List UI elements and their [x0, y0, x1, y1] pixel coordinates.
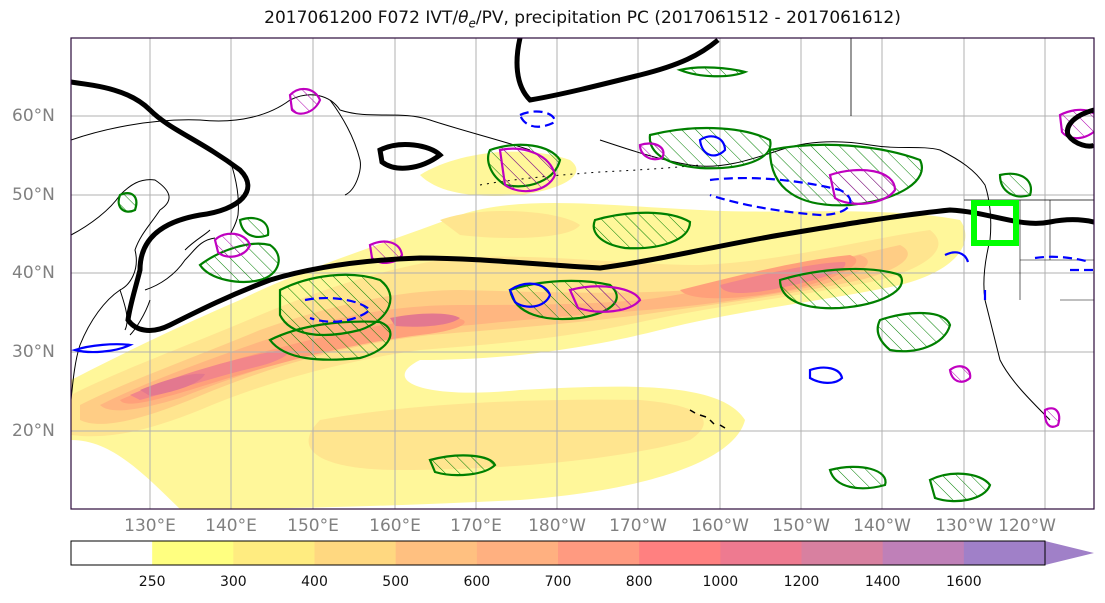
colorbar-bin-1: [152, 541, 234, 565]
lat-label-30: 30°N: [12, 342, 55, 362]
lon-label-170e: 170°E: [450, 516, 502, 536]
korea: [119, 289, 128, 331]
map-title: 2017061200 F072 IVT/θe/PV, precipitation…: [264, 8, 901, 31]
colorbar-bin-4: [395, 541, 478, 565]
colorbar-bin-9: [801, 541, 884, 565]
colorbar-bin-5: [476, 541, 559, 565]
lon-label-130w: 130°W: [935, 516, 993, 536]
lon-label-160w: 160°W: [691, 516, 749, 536]
colorbar-bin-0: [71, 541, 153, 565]
lon-label-150w: 150°W: [772, 516, 830, 536]
colorbar-tick-label: 300: [219, 574, 247, 590]
colorbar-bin-11: [963, 541, 1046, 565]
colorbar-tick-label: 700: [544, 574, 572, 590]
colorbar-extend-arrow: [1045, 541, 1094, 565]
theta-symbol: θ: [458, 8, 469, 28]
ivt-1000b: [390, 313, 460, 327]
hawaii: [689, 409, 726, 429]
kamchatka: [329, 99, 361, 196]
lon-label-150e: 150°E: [287, 516, 339, 536]
lat-label-50: 50°N: [12, 185, 55, 205]
lon-label-160e: 160°E: [369, 516, 421, 536]
ivt-300c: [308, 399, 704, 470]
pv-negative-contours: [71, 110, 1094, 384]
ivt-300b: [440, 210, 580, 238]
border-west: [1019, 200, 1094, 301]
colorbar-bin-3: [314, 541, 397, 565]
lon-label-140w: 140°W: [853, 516, 911, 536]
colorbar-bin-7: [639, 541, 721, 565]
colorbar: [70, 540, 1094, 566]
lon-label-140e: 140°E: [205, 516, 257, 536]
sakhalin: [229, 159, 239, 236]
map-frame: [70, 37, 1095, 510]
ivt-1000: [140, 373, 205, 396]
target-region-box: [971, 200, 1019, 246]
lat-label-20: 20°N: [12, 421, 55, 441]
japan: [129, 229, 216, 336]
colorbar-tick-label: 1000: [702, 574, 739, 590]
colorbar-bin-6: [558, 541, 640, 565]
colorbar-tick-label: 500: [382, 574, 410, 590]
lat-label-60: 60°N: [12, 106, 55, 126]
colorbar-tick-label: 400: [301, 574, 328, 590]
colorbar-bin-2: [233, 541, 315, 565]
lon-label-180w: 180°W: [528, 516, 586, 536]
ivt-shading: [71, 151, 966, 509]
colorbar-tick-label: 1600: [946, 574, 982, 590]
lon-label-170w: 170°W: [609, 516, 667, 536]
colorbar-tick-label: 1400: [864, 574, 901, 590]
colorbar-frame: [70, 540, 1046, 566]
lon-label-120w: 120°W: [998, 516, 1056, 536]
ivt-800b: [720, 262, 846, 293]
colorbar-bin-10: [882, 541, 965, 565]
colorbar-tick-label: 250: [138, 574, 166, 590]
lat-label-40: 40°N: [12, 263, 55, 283]
theta-subscript: e: [468, 16, 476, 31]
ivt-500: [100, 255, 868, 411]
colorbar-tick-label: 600: [463, 574, 491, 590]
colorbar-tick-label: 1200: [783, 574, 820, 590]
colorbar-bin-8: [720, 541, 802, 565]
jet-contours: [71, 38, 1094, 333]
lon-label-130e: 130°E: [124, 516, 176, 536]
colorbar-tick-label: 800: [625, 574, 653, 590]
